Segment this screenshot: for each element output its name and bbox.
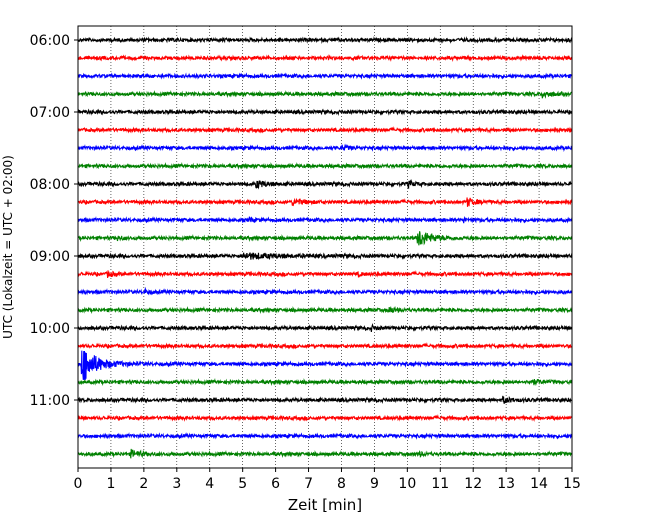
x-tick-label: 14 — [530, 476, 548, 492]
x-tick-label: 10 — [398, 476, 416, 492]
seismic-trace — [77, 72, 573, 80]
x-tick-label: 9 — [370, 476, 379, 492]
seismic-trace — [77, 197, 573, 207]
x-tick-label: 6 — [271, 476, 280, 492]
x-tick-label: 2 — [139, 476, 148, 492]
x-tick-label: 7 — [304, 476, 313, 492]
x-tick-label: 4 — [205, 476, 214, 492]
y-tick-label: 09:00 — [30, 249, 70, 265]
y-axis-label: UTC (Lokalzeit = UTC + 02:00) — [1, 155, 15, 339]
y-axis: 06:00 07:00 08:00 09:00 10:00 11:00 — [30, 33, 78, 409]
x-tick-label: 15 — [563, 476, 581, 492]
x-tick-label: 12 — [464, 476, 482, 492]
seismic-trace — [77, 143, 573, 152]
x-axis: 0 1 2 3 4 5 6 7 8 9 10 11 12 13 14 15 — [74, 468, 581, 492]
seismic-trace — [77, 231, 573, 246]
seismic-trace — [77, 305, 573, 314]
y-tick-label: 11:00 — [30, 393, 70, 409]
seismic-trace — [77, 252, 573, 261]
seismic-trace — [77, 414, 573, 422]
seismic-trace — [77, 270, 573, 279]
x-axis-label: Zeit [min] — [288, 496, 362, 514]
seismic-trace — [77, 108, 573, 116]
seismic-trace — [77, 448, 573, 459]
x-tick-label: 5 — [238, 476, 247, 492]
trace-group — [77, 36, 573, 459]
seismic-trace — [77, 36, 573, 44]
x-tick-label: 1 — [106, 476, 115, 492]
x-tick-label: 8 — [337, 476, 346, 492]
plot-frame — [77, 25, 573, 469]
seismic-trace — [77, 161, 573, 170]
seismic-trace — [77, 350, 573, 381]
seismic-trace — [77, 342, 573, 350]
x-tick-label: 11 — [431, 476, 449, 492]
x-tick-label: 0 — [74, 476, 83, 492]
y-tick-label: 06:00 — [30, 33, 70, 49]
seismic-trace — [77, 322, 573, 332]
y-tick-label: 08:00 — [30, 177, 70, 193]
seismic-trace — [77, 178, 573, 190]
seismic-trace — [77, 432, 573, 440]
x-tick-label: 3 — [172, 476, 181, 492]
seismic-trace — [77, 377, 573, 386]
seismic-trace — [77, 286, 573, 296]
y-tick-label: 07:00 — [30, 105, 70, 121]
y-tick-label: 10:00 — [30, 321, 70, 337]
seismic-trace — [77, 126, 573, 134]
seismic-trace — [77, 89, 572, 99]
seismic-trace — [77, 395, 573, 404]
x-tick-label: 13 — [497, 476, 515, 492]
seismic-trace — [77, 54, 573, 62]
seismic-trace — [77, 215, 573, 224]
